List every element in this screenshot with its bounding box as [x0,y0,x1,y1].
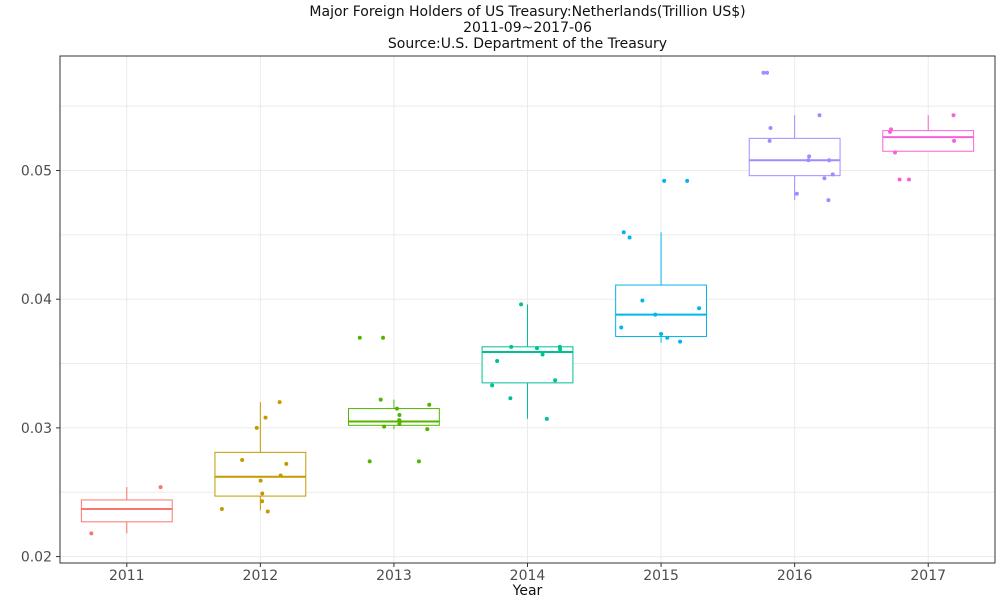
data-point [827,158,831,162]
data-point [417,459,421,463]
x-tick-label: 2012 [243,568,279,584]
box-iqr [215,452,306,496]
box-2015 [616,232,707,343]
data-point [425,427,429,431]
data-point [541,353,545,357]
box-2016 [749,115,840,200]
data-point [907,178,911,182]
data-point [397,413,401,417]
data-point [509,345,513,349]
data-point [558,347,562,351]
data-point [619,326,623,330]
x-axis-title: Year [512,583,543,599]
data-point [762,71,766,75]
x-tick-label: 2015 [643,568,679,584]
data-point [952,113,956,117]
x-tick-label: 2013 [376,568,412,584]
data-point [831,172,835,176]
data-point [260,499,264,503]
box-iqr [883,131,974,152]
data-point [697,306,701,310]
data-point [678,340,682,344]
x-tick-label: 2011 [109,568,145,584]
data-point [259,479,263,483]
x-tick-label: 2017 [910,568,946,584]
data-point [806,158,810,162]
data-point [255,426,259,430]
box-2011 [81,487,172,533]
data-point [379,398,383,402]
data-point [397,422,401,426]
data-point [368,459,372,463]
data-point [260,492,264,496]
data-point [495,359,499,363]
box-iqr [349,409,440,426]
data-point [490,383,494,387]
data-point [795,192,799,196]
box-2013 [349,400,440,430]
data-point [888,130,892,134]
x-tick-label: 2014 [510,568,546,584]
data-point [822,176,826,180]
data-point [240,458,244,462]
data-point [159,485,163,489]
data-point [266,510,270,514]
y-tick-label: 0.05 [21,164,52,180]
data-point [545,417,549,421]
data-point [659,332,663,336]
data-point [662,179,666,183]
data-point [622,230,626,234]
data-point [628,235,632,239]
data-point [765,71,769,75]
data-point [220,507,224,511]
box-2017 [883,115,974,151]
box-iqr [616,285,707,336]
data-point [826,198,830,202]
data-point [382,425,386,429]
data-point [553,378,557,382]
x-axis: 2011 2012 2013 2014 2015 2016 2017 [109,563,946,584]
y-tick-label: 0.02 [21,550,52,566]
data-point [89,531,93,535]
data-point [284,462,288,466]
data-point [508,396,512,400]
y-axis: 0.02 0.03 0.04 0.05 [21,164,60,566]
data-point [381,336,385,340]
data-point [519,302,523,306]
data-point [665,336,669,340]
data-point [264,416,268,420]
box-iqr [81,500,172,522]
data-point [640,298,644,302]
data-point [768,139,772,143]
data-point [395,407,399,411]
data-point [769,126,773,130]
data-point [952,139,956,143]
data-point [279,473,283,477]
data-point [358,336,362,340]
data-point [653,313,657,317]
data-point [898,178,902,182]
data-point [893,151,897,155]
x-tick-label: 2016 [777,568,813,584]
data-point [818,113,822,117]
data-point [278,400,282,404]
box-iqr [749,138,840,175]
y-tick-label: 0.04 [21,292,52,308]
data-point [427,403,431,407]
data-point [685,179,689,183]
data-point [807,154,811,158]
y-tick-label: 0.03 [21,421,52,437]
data-point [535,346,539,350]
